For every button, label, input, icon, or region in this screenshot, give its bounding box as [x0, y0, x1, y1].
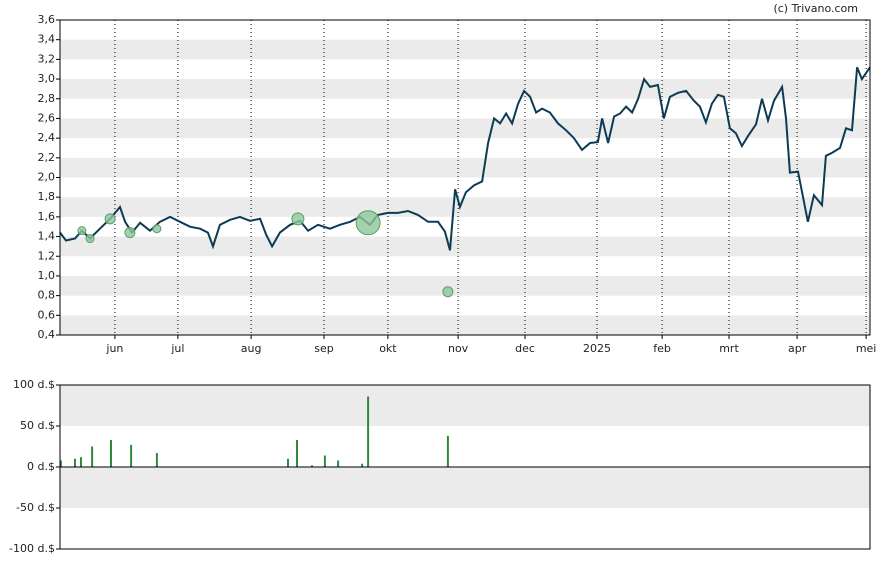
y-tick-label: 3,2 [38, 52, 56, 65]
bar [337, 460, 340, 467]
y-tick-label: 0,8 [38, 289, 56, 302]
stripe [60, 385, 870, 426]
y-tick-label: 1,8 [38, 190, 56, 203]
bar [59, 460, 62, 467]
bar [446, 435, 449, 467]
x-tick-label: apr [788, 342, 807, 355]
y-tick-label: 1,2 [38, 249, 56, 262]
source: (c) Trivano.com [773, 2, 858, 15]
bar [323, 455, 326, 467]
stripe [60, 39, 870, 60]
bar [287, 458, 289, 467]
event-marker [355, 210, 381, 236]
stripe [60, 157, 870, 178]
bar [91, 446, 94, 467]
bar [155, 453, 158, 467]
bar [311, 465, 313, 467]
x-tick-label: jul [170, 342, 184, 355]
y-tick-label: 2,8 [38, 92, 56, 105]
y-tick-label: 3,4 [38, 33, 56, 46]
x-tick-label: aug [241, 342, 262, 355]
bar [367, 396, 370, 467]
x-tick-label: dec [515, 342, 535, 355]
y-tick-label: 1,0 [38, 269, 56, 282]
y-tick-label: 0,6 [38, 308, 56, 321]
y-tick-label: 50 d.$ [20, 419, 55, 432]
x-tick-label: mrt [719, 342, 739, 355]
stripe [60, 315, 870, 335]
event-marker [85, 234, 95, 244]
x-tick-label: mei [856, 342, 877, 355]
event-marker [124, 227, 136, 239]
y-tick-label: 0 d.$ [27, 460, 55, 473]
event-marker [291, 212, 305, 226]
event-marker [104, 213, 116, 225]
y-tick-label: 1,4 [38, 230, 56, 243]
stripe [60, 197, 870, 217]
plot-frame [59, 19, 871, 336]
y-tick-label: 2,0 [38, 171, 56, 184]
x-tick-label: feb [653, 342, 671, 355]
event-marker [442, 286, 454, 298]
bar [130, 444, 133, 467]
y-tick-label: 0,4 [38, 328, 56, 341]
event-marker [152, 224, 162, 234]
price-line [59, 66, 871, 251]
y-tick-label: 2,2 [38, 151, 56, 164]
bar [110, 439, 112, 467]
y-tick-label: 3,6 [38, 13, 56, 26]
bar [80, 457, 82, 467]
stripe [60, 275, 870, 296]
stripe [60, 236, 870, 257]
x-tick-label: nov [448, 342, 469, 355]
y-tick-label: -100 d.$ [9, 542, 55, 555]
stripe [60, 79, 870, 99]
x-tick-label: okt [379, 342, 397, 355]
bar [361, 463, 364, 467]
stripe [60, 467, 870, 508]
bar [296, 439, 298, 467]
plot-frame [59, 384, 871, 550]
y-tick-label: -50 d.$ [16, 501, 55, 514]
event-marker [77, 226, 87, 236]
y-tick-label: 1,6 [38, 210, 56, 223]
y-tick-label: 2,4 [38, 131, 56, 144]
y-tick-label: 100 d.$ [13, 378, 55, 391]
x-tick-label: sep [314, 342, 333, 355]
x-tick-label: 2025 [583, 342, 611, 355]
x-tick-label: jun [105, 342, 123, 355]
y-tick-label: 2,6 [38, 111, 56, 124]
bar [74, 458, 76, 467]
stripe [60, 118, 870, 139]
y-tick-label: 3,0 [38, 72, 56, 85]
